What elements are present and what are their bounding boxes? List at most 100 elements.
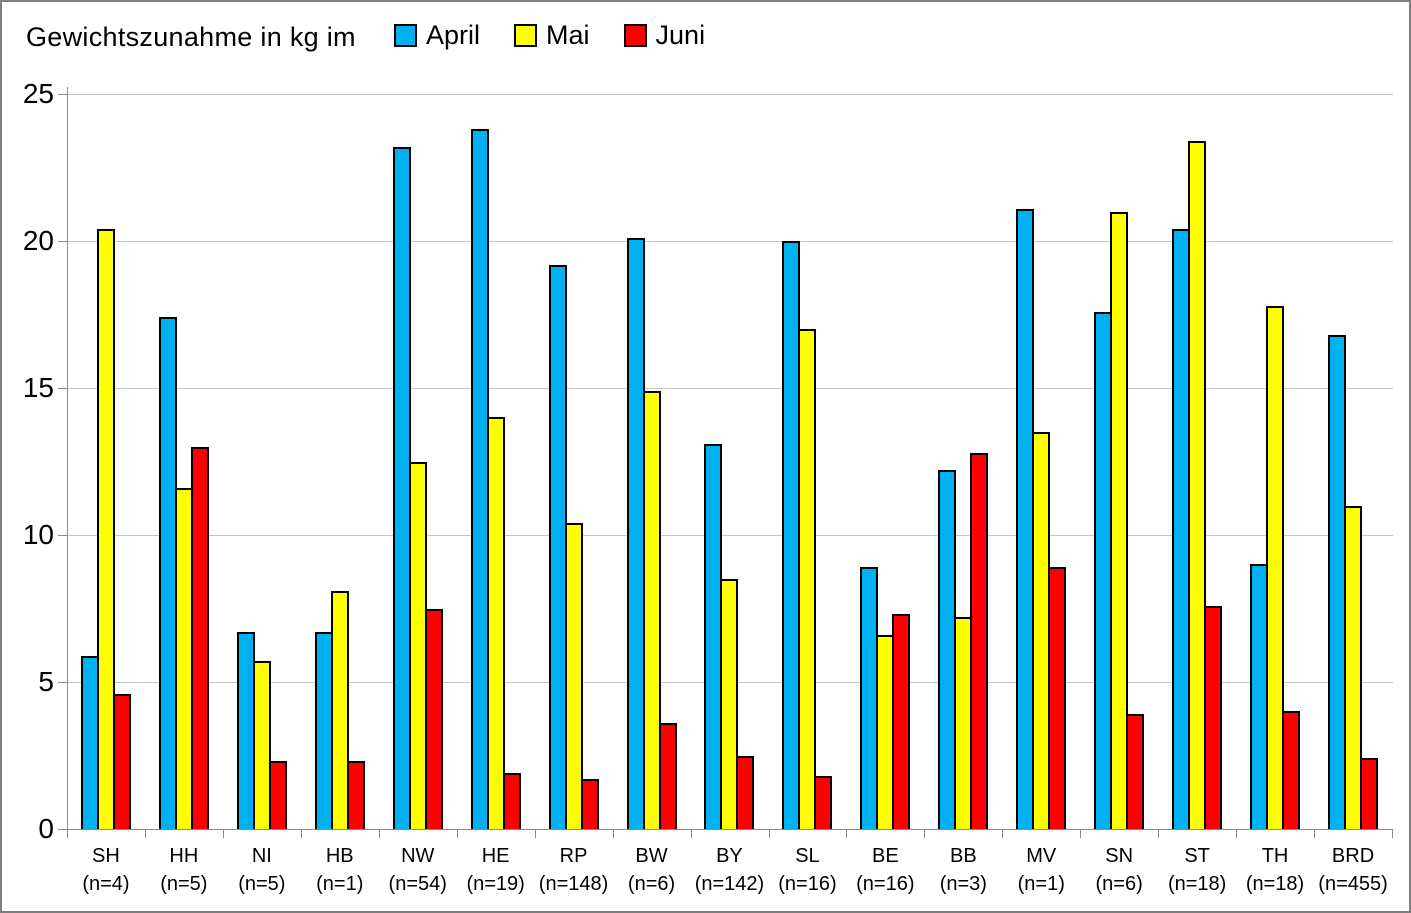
gridline bbox=[67, 535, 1393, 536]
gridline bbox=[67, 241, 1393, 242]
x-label-code: NW bbox=[401, 845, 435, 867]
x-label-by: BY (n=142) bbox=[691, 842, 769, 898]
legend-swatch-april-icon bbox=[394, 24, 417, 47]
x-label-code: HB bbox=[325, 845, 354, 867]
bar-juni-bb bbox=[970, 452, 989, 829]
bar-mai-st bbox=[1188, 141, 1207, 829]
x-label-code: NI bbox=[251, 845, 272, 867]
x-axis-tick bbox=[534, 829, 536, 838]
bar-mai-rp bbox=[564, 523, 583, 829]
x-label-count: (n=6) bbox=[627, 873, 676, 895]
y-axis-tick bbox=[58, 388, 67, 389]
bar-juni-he bbox=[502, 773, 521, 829]
y-tick-label: 5 bbox=[38, 666, 54, 697]
x-label-bw: BW (n=6) bbox=[613, 842, 691, 898]
bar-juni-by bbox=[736, 755, 755, 829]
bar-mai-sh bbox=[96, 229, 115, 829]
bar-juni-sn bbox=[1126, 714, 1145, 829]
x-label-code: ST bbox=[1184, 845, 1210, 867]
x-axis-tick bbox=[456, 829, 458, 838]
x-label-code: RP bbox=[559, 845, 588, 867]
x-label-nw: NW (n=54) bbox=[379, 842, 457, 898]
bar-juni-sh bbox=[112, 693, 131, 829]
x-label-code: HH bbox=[169, 845, 199, 867]
x-label-sh: SH (n=4) bbox=[67, 842, 145, 898]
gridline bbox=[67, 94, 1393, 95]
y-axis-tick bbox=[58, 535, 67, 536]
legend: April Mai Juni bbox=[394, 20, 705, 51]
x-axis-tick bbox=[1392, 829, 1393, 838]
bar-mai-ni bbox=[252, 661, 271, 829]
bar-juni-ni bbox=[268, 761, 287, 829]
x-label-count: (n=3) bbox=[939, 873, 987, 895]
x-label-code: HE bbox=[481, 845, 510, 867]
x-axis-tick bbox=[1002, 829, 1004, 838]
bar-group-he bbox=[457, 94, 535, 829]
x-label-count: (n=16) bbox=[856, 873, 915, 895]
legend-item-juni: Juni bbox=[623, 20, 706, 51]
x-label-bb: BB (n=3) bbox=[924, 842, 1002, 898]
y-tick-label: 15 bbox=[22, 372, 54, 403]
y-axis bbox=[67, 87, 68, 829]
y-axis-tick bbox=[58, 829, 67, 830]
bar-mai-he bbox=[486, 417, 505, 829]
y-axis-tick bbox=[58, 682, 67, 683]
bar-juni-be bbox=[892, 614, 911, 829]
bar-group-sn bbox=[1080, 94, 1158, 829]
x-axis bbox=[67, 829, 1393, 830]
x-label-he: HE (n=19) bbox=[457, 842, 535, 898]
bar-group-sl bbox=[769, 94, 847, 829]
bar-mai-th bbox=[1266, 305, 1285, 829]
x-label-code: BE bbox=[871, 845, 899, 867]
x-label-st: ST (n=18) bbox=[1158, 842, 1236, 898]
x-axis-tick bbox=[300, 829, 302, 838]
x-label-sl: SL (n=16) bbox=[769, 842, 847, 898]
legend-item-mai: Mai bbox=[514, 20, 590, 51]
x-label-code: SL bbox=[795, 845, 820, 867]
bar-group-by bbox=[691, 94, 769, 829]
bar-group-bw bbox=[613, 94, 691, 829]
bar-group-th bbox=[1236, 94, 1314, 829]
x-label-count: (n=5) bbox=[160, 873, 208, 895]
x-axis-tick bbox=[144, 829, 146, 838]
x-label-code: SN bbox=[1105, 845, 1134, 867]
x-axis-tick bbox=[1236, 829, 1238, 838]
x-label-count: (n=18) bbox=[1167, 873, 1227, 895]
x-axis-tick bbox=[690, 829, 692, 838]
chart-title: Gewichtszunahme in kg im bbox=[26, 22, 356, 52]
bar-juni-hh bbox=[190, 446, 209, 829]
bar-juni-brd bbox=[1360, 758, 1379, 829]
x-label-count: (n=1) bbox=[316, 873, 364, 895]
x-label-count: (n=148) bbox=[538, 873, 609, 895]
bar-juni-bw bbox=[658, 723, 677, 829]
y-tick-label: 0 bbox=[38, 813, 54, 844]
x-label-be: BE (n=16) bbox=[846, 842, 924, 898]
y-axis-tick bbox=[58, 94, 67, 95]
x-label-count: (n=1) bbox=[1017, 873, 1065, 895]
x-axis-tick bbox=[612, 829, 614, 838]
bar-group-mv bbox=[1002, 94, 1080, 829]
x-axis-tick bbox=[222, 829, 224, 838]
x-label-rp: RP (n=148) bbox=[535, 842, 613, 898]
x-label-code: SH bbox=[92, 845, 120, 867]
bar-juni-th bbox=[1282, 711, 1301, 829]
x-label-count: (n=54) bbox=[388, 873, 447, 895]
x-label-count: (n=4) bbox=[82, 873, 130, 895]
x-axis-tick bbox=[1314, 829, 1316, 838]
x-label-mv: MV (n=1) bbox=[1002, 842, 1080, 898]
bar-juni-st bbox=[1204, 605, 1223, 829]
legend-item-april: April bbox=[394, 20, 480, 51]
legend-label-juni: Juni bbox=[655, 20, 706, 50]
x-label-code: BW bbox=[635, 845, 668, 867]
y-tick-label: 20 bbox=[22, 225, 54, 256]
y-tick-label: 25 bbox=[22, 78, 54, 109]
x-label-count: (n=455) bbox=[1318, 873, 1388, 895]
x-label-brd: BRD (n=455) bbox=[1314, 842, 1392, 898]
gridline bbox=[67, 388, 1393, 389]
x-label-count: (n=18) bbox=[1245, 873, 1305, 895]
x-label-code: MV bbox=[1026, 845, 1057, 867]
bar-group-be bbox=[846, 94, 924, 829]
bar-group-hb bbox=[301, 94, 379, 829]
x-label-code: TH bbox=[1261, 845, 1289, 867]
